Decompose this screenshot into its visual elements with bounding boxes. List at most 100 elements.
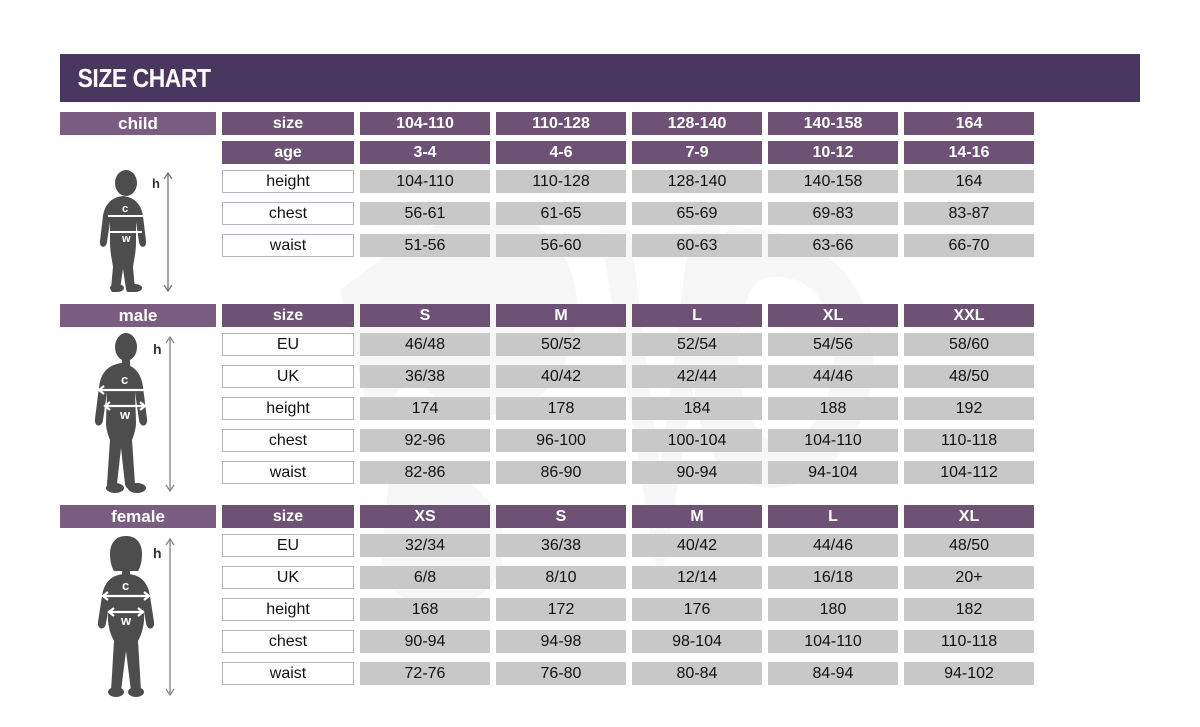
data-cell-value: 48/50 bbox=[904, 365, 1034, 388]
data-cell-value: 110-118 bbox=[904, 429, 1034, 452]
section-gap bbox=[60, 493, 1140, 505]
column-header-3[interactable]: L bbox=[632, 304, 762, 327]
category-badge-male: male bbox=[60, 304, 216, 327]
header-row: female size XS S M L XL bbox=[60, 505, 1140, 528]
column-header-5[interactable]: XXL bbox=[904, 304, 1034, 327]
data-cell: 72-76 bbox=[360, 662, 490, 685]
table-row: UK 36/38 40/42 42/44 44/46 48/50 bbox=[222, 365, 1140, 388]
data-cell: 46/48 bbox=[360, 333, 490, 356]
data-cell: 140-158 bbox=[768, 170, 898, 193]
data-cell-value: 44/46 bbox=[768, 534, 898, 557]
column-header-2[interactable]: S bbox=[496, 505, 626, 528]
data-cell-value: 192 bbox=[904, 397, 1034, 420]
data-cell: 16/18 bbox=[768, 566, 898, 589]
data-cell-value: 65-69 bbox=[632, 202, 762, 225]
data-cell-value: 56-61 bbox=[360, 202, 490, 225]
data-cell: 50/52 bbox=[496, 333, 626, 356]
measurement-label-height: height bbox=[222, 598, 354, 621]
svg-text:w: w bbox=[120, 613, 132, 628]
data-cell: 36/38 bbox=[496, 534, 626, 557]
measurement-label-text: chest bbox=[222, 202, 354, 225]
data-cell: 84-94 bbox=[768, 662, 898, 685]
data-cell: 52/54 bbox=[632, 333, 762, 356]
data-cell-value: 40/42 bbox=[496, 365, 626, 388]
data-cell-value: 184 bbox=[632, 397, 762, 420]
column-header-2[interactable]: M bbox=[496, 304, 626, 327]
data-cell-value: 92-96 bbox=[360, 429, 490, 452]
column-header-4[interactable]: L bbox=[768, 505, 898, 528]
data-cell-value: 52/54 bbox=[632, 333, 762, 356]
data-cell-value: 6/8 bbox=[360, 566, 490, 589]
data-cell: 61-65 bbox=[496, 202, 626, 225]
column-header-value: 128-140 bbox=[632, 112, 762, 135]
column-header-3[interactable]: 128-140 bbox=[632, 112, 762, 135]
row-header-label: size bbox=[222, 505, 354, 528]
data-cell: 66-70 bbox=[904, 234, 1034, 257]
column-header-value: 3-4 bbox=[360, 141, 490, 164]
column-header-2[interactable]: 4-6 bbox=[496, 141, 626, 164]
data-cell-value: 12/14 bbox=[632, 566, 762, 589]
measurement-label-height: height bbox=[222, 397, 354, 420]
measurement-label-text: chest bbox=[222, 429, 354, 452]
table-row: chest 56-61 61-65 65-69 69-83 83-87 bbox=[222, 202, 1140, 225]
column-header-5[interactable]: 14-16 bbox=[904, 141, 1034, 164]
column-header-value: 110-128 bbox=[496, 112, 626, 135]
data-cell: 184 bbox=[632, 397, 762, 420]
data-cell-value: 104-110 bbox=[768, 630, 898, 653]
row-gap bbox=[222, 420, 1140, 429]
data-cell-value: 168 bbox=[360, 598, 490, 621]
table-row: EU 32/34 36/38 40/42 44/46 48/50 bbox=[222, 534, 1140, 557]
row-gap bbox=[222, 356, 1140, 365]
data-cell-value: 36/38 bbox=[360, 365, 490, 388]
column-header-4[interactable]: 140-158 bbox=[768, 112, 898, 135]
column-header-1[interactable]: 104-110 bbox=[360, 112, 490, 135]
data-cell: 83-87 bbox=[904, 202, 1034, 225]
data-cell: 82-86 bbox=[360, 461, 490, 484]
data-cell-value: 8/10 bbox=[496, 566, 626, 589]
data-cell: 192 bbox=[904, 397, 1034, 420]
data-cell-value: 72-76 bbox=[360, 662, 490, 685]
column-header-value: S bbox=[496, 505, 626, 528]
column-header-1[interactable]: S bbox=[360, 304, 490, 327]
data-cell: 40/42 bbox=[632, 534, 762, 557]
data-cell-value: 94-104 bbox=[768, 461, 898, 484]
data-cell: 176 bbox=[632, 598, 762, 621]
size-chart-table: child size 104-110 110-128 128-140 140-158 164… bbox=[60, 112, 1140, 697]
measurement-label-chest: chest bbox=[222, 630, 354, 653]
data-cell-value: 180 bbox=[768, 598, 898, 621]
section-male: male size S M L XL XXL c w bbox=[60, 304, 1140, 505]
male-figure: c w h bbox=[94, 333, 175, 493]
column-header-2[interactable]: 110-128 bbox=[496, 112, 626, 135]
column-header-3[interactable]: M bbox=[632, 505, 762, 528]
data-cell: 182 bbox=[904, 598, 1034, 621]
column-header-4[interactable]: XL bbox=[768, 304, 898, 327]
column-header-4[interactable]: 10-12 bbox=[768, 141, 898, 164]
measurement-grid: EU 46/48 50/52 52/54 54/56 58/60 UK 36/38 40/42 4… bbox=[222, 333, 1140, 493]
data-cell: 98-104 bbox=[632, 630, 762, 653]
data-cell-value: 174 bbox=[360, 397, 490, 420]
column-header-5[interactable]: 164 bbox=[904, 112, 1034, 135]
data-cell: 110-118 bbox=[904, 429, 1034, 452]
row-header-label: size bbox=[222, 112, 354, 135]
table-row: waist 51-56 56-60 60-63 63-66 66-70 bbox=[222, 234, 1140, 257]
column-header-1[interactable]: XS bbox=[360, 505, 490, 528]
column-header-value: S bbox=[360, 304, 490, 327]
data-cell: 32/34 bbox=[360, 534, 490, 557]
header-row: child size 104-110 110-128 128-140 140-158 164 bbox=[60, 112, 1140, 135]
section-child: child size 104-110 110-128 128-140 140-158 164… bbox=[60, 112, 1140, 304]
data-cell-value: 40/42 bbox=[632, 534, 762, 557]
section-gap bbox=[60, 292, 1140, 304]
data-cell-value: 94-98 bbox=[496, 630, 626, 653]
measurement-label-waist: waist bbox=[222, 461, 354, 484]
data-cell: 164 bbox=[904, 170, 1034, 193]
row-gap bbox=[222, 193, 1140, 202]
data-cell-value: 140-158 bbox=[768, 170, 898, 193]
row-header-size: size bbox=[222, 112, 354, 135]
measurement-label-EU: EU bbox=[222, 333, 354, 356]
measurement-grid: EU 32/34 36/38 40/42 44/46 48/50 UK 6/8 8/10 12/1… bbox=[222, 534, 1140, 697]
column-header-1[interactable]: 3-4 bbox=[360, 141, 490, 164]
column-header-value: L bbox=[768, 505, 898, 528]
column-header-value: XL bbox=[904, 505, 1034, 528]
column-header-5[interactable]: XL bbox=[904, 505, 1034, 528]
column-header-3[interactable]: 7-9 bbox=[632, 141, 762, 164]
